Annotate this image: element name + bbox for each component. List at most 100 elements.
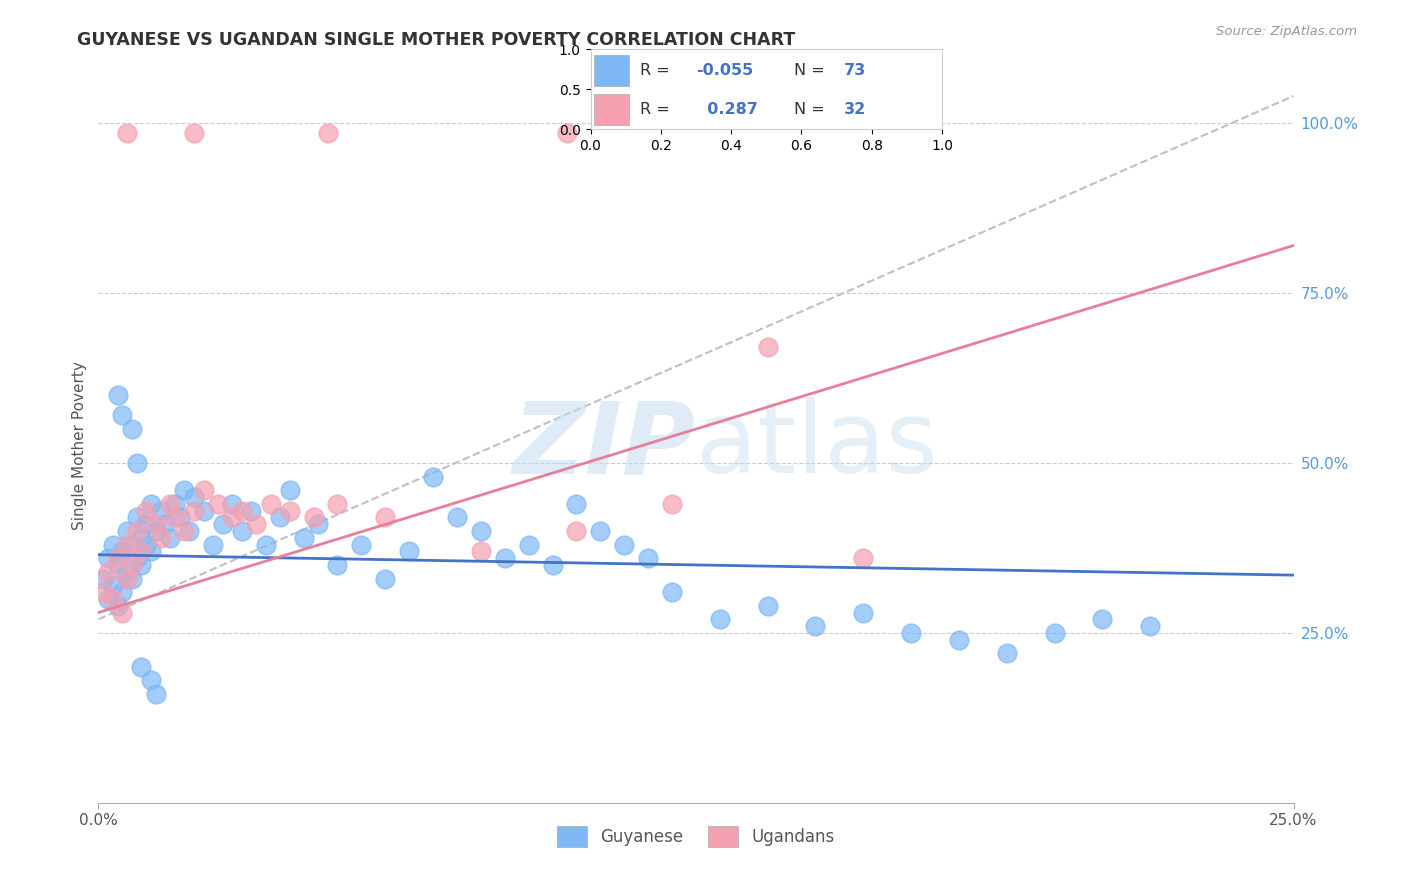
Point xyxy=(101,591,124,606)
Point xyxy=(97,565,120,579)
Point xyxy=(207,497,229,511)
Point xyxy=(756,341,779,355)
Point xyxy=(278,503,301,517)
Point xyxy=(121,572,143,586)
Point xyxy=(517,537,540,551)
Point xyxy=(111,409,134,423)
Point xyxy=(107,558,129,572)
Point xyxy=(135,503,157,517)
Point xyxy=(115,537,138,551)
Point xyxy=(470,524,492,538)
Point xyxy=(107,388,129,402)
Point xyxy=(661,497,683,511)
Point xyxy=(115,565,138,579)
Point xyxy=(121,537,143,551)
Point xyxy=(231,503,253,517)
Point xyxy=(193,483,215,498)
Point xyxy=(398,544,420,558)
Point xyxy=(852,606,875,620)
Point xyxy=(422,469,444,483)
Point xyxy=(326,497,349,511)
Point xyxy=(121,558,143,572)
Point xyxy=(125,524,148,538)
Point xyxy=(494,551,516,566)
Point xyxy=(125,510,148,524)
Point xyxy=(231,524,253,538)
Point xyxy=(302,510,325,524)
Point xyxy=(145,687,167,701)
Point xyxy=(183,503,205,517)
Point xyxy=(637,551,659,566)
Legend: Guyanese, Ugandans: Guyanese, Ugandans xyxy=(548,818,844,855)
Point xyxy=(254,537,277,551)
Point xyxy=(169,510,191,524)
Point xyxy=(139,673,162,688)
Point xyxy=(149,503,172,517)
Point xyxy=(202,537,225,551)
Point xyxy=(446,510,468,524)
Point xyxy=(139,497,162,511)
Point xyxy=(1091,612,1114,626)
Point xyxy=(900,626,922,640)
Point xyxy=(374,572,396,586)
Point xyxy=(97,591,120,606)
Point xyxy=(221,497,243,511)
Point xyxy=(115,572,138,586)
Point xyxy=(555,127,578,141)
Point xyxy=(131,531,153,545)
Point xyxy=(125,456,148,470)
Point xyxy=(1043,626,1066,640)
Point xyxy=(259,497,281,511)
Point xyxy=(97,551,120,566)
Point xyxy=(589,524,612,538)
Point xyxy=(91,572,114,586)
Point xyxy=(193,503,215,517)
Point xyxy=(316,127,339,141)
Point xyxy=(269,510,291,524)
Point xyxy=(183,127,205,141)
Point xyxy=(107,551,129,566)
Point xyxy=(131,660,153,674)
Text: Source: ZipAtlas.com: Source: ZipAtlas.com xyxy=(1216,25,1357,38)
Point xyxy=(240,503,263,517)
Point xyxy=(111,606,134,620)
Point xyxy=(1139,619,1161,633)
Point xyxy=(245,517,267,532)
Point xyxy=(159,531,181,545)
Point xyxy=(470,544,492,558)
Point xyxy=(145,517,167,532)
Point xyxy=(173,483,195,498)
Y-axis label: Single Mother Poverty: Single Mother Poverty xyxy=(72,361,87,531)
Point xyxy=(173,524,195,538)
Point xyxy=(111,544,134,558)
Text: R =: R = xyxy=(640,102,669,117)
Point xyxy=(131,558,153,572)
Text: R =: R = xyxy=(640,63,669,78)
Text: atlas: atlas xyxy=(696,398,938,494)
Text: 0.287: 0.287 xyxy=(696,102,758,117)
Point xyxy=(565,497,588,511)
Point xyxy=(139,544,162,558)
Point xyxy=(179,524,201,538)
Point xyxy=(131,544,153,558)
Point xyxy=(115,127,138,141)
Point xyxy=(756,599,779,613)
Point xyxy=(135,517,157,532)
Bar xyxy=(593,55,630,86)
Point xyxy=(350,537,373,551)
Point xyxy=(121,422,143,436)
Point xyxy=(115,524,138,538)
Point xyxy=(135,537,157,551)
Point xyxy=(155,517,177,532)
Text: 73: 73 xyxy=(844,63,866,78)
Text: ZIP: ZIP xyxy=(513,398,696,494)
Point xyxy=(852,551,875,566)
Point xyxy=(307,517,329,532)
Point xyxy=(163,510,186,524)
Point xyxy=(541,558,564,572)
Point xyxy=(326,558,349,572)
Point xyxy=(163,497,186,511)
Text: 32: 32 xyxy=(844,102,866,117)
Bar xyxy=(593,94,630,125)
Point xyxy=(804,619,827,633)
